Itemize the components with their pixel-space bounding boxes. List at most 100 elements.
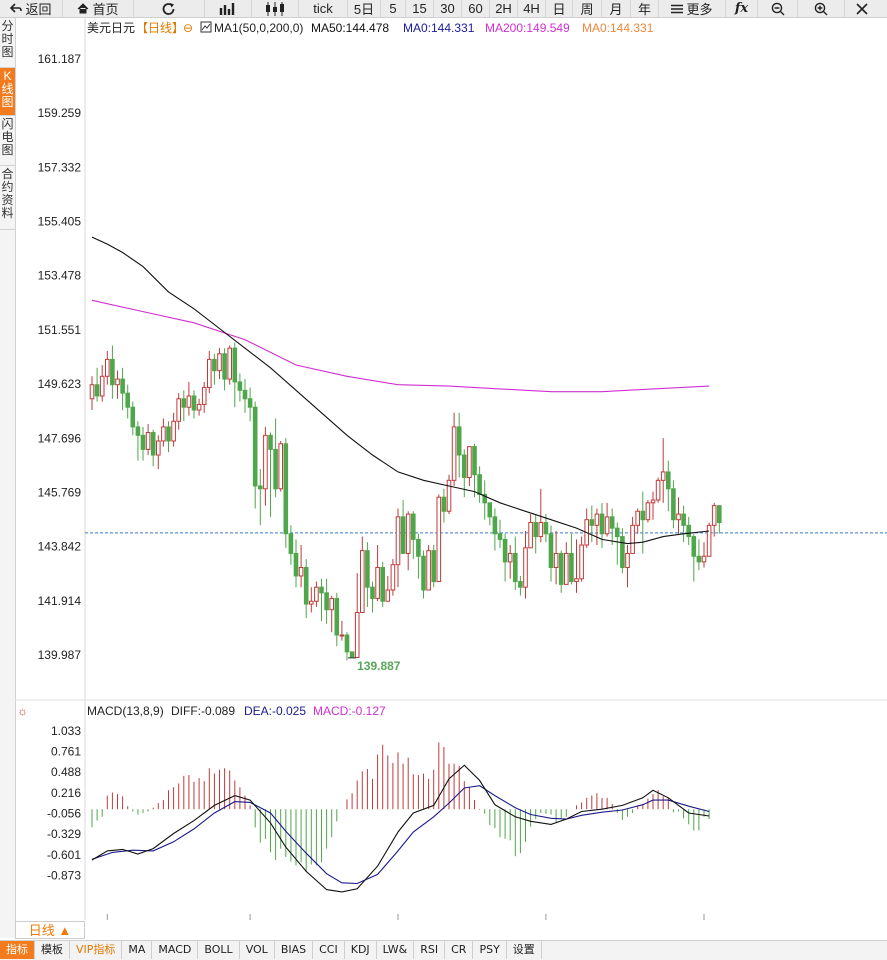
tab-settings[interactable]: 设置 [507,941,542,959]
period-month[interactable]: 月 [602,0,631,17]
candle-up [574,578,579,583]
period-15[interactable]: 15 [406,0,434,17]
macd-y-tick-label: 0.488 [51,765,81,779]
candle-up [676,513,681,521]
candle-down [681,513,686,526]
tab-template[interactable]: 模板 [35,941,70,959]
back-arrow-icon [10,3,23,14]
candle-up [630,524,635,554]
tab-psy[interactable]: PSY [473,941,507,959]
candle-up [161,426,166,442]
period-toggle-icon[interactable]: ⊖ [183,21,193,35]
ma0b-readout: MA0:144.331 [582,21,654,35]
candle-down [237,381,243,391]
home-icon [77,3,89,14]
side-nav-kline[interactable]: K线图 [0,68,15,116]
macd-settings-icon[interactable]: ☼ [17,704,28,718]
tab-kdj[interactable]: KDJ [345,941,377,959]
zoom-out-button[interactable] [758,0,798,17]
candle-up [564,552,569,585]
candle-down [247,398,253,408]
candle-down [462,454,467,479]
candle-up [145,432,151,450]
side-nav-flash[interactable]: 闪电图 [0,116,15,166]
period-5d[interactable]: 5日 [348,0,381,17]
tab-ma[interactable]: MA [122,941,153,959]
candle-down [456,426,462,456]
candlestick-icon [265,1,285,16]
candle-down [416,538,421,557]
tab-rsi[interactable]: RSI [414,941,446,959]
period-year[interactable]: 年 [631,0,659,17]
period-30[interactable]: 30 [434,0,462,17]
y-tick-label: 145.769 [38,485,82,499]
more-button[interactable]: 更多 [659,0,726,17]
zoom-out-icon [771,2,785,16]
candle-down [212,358,217,372]
candle-up [436,496,442,583]
candle-down [666,471,671,490]
period-60[interactable]: 60 [462,0,490,17]
close-button[interactable] [845,0,879,17]
tab-vip-indicator[interactable]: VIP指标 [70,941,123,959]
period-tick[interactable]: tick [299,0,348,17]
macd-dea-readout: DEA:-0.025 [244,704,306,718]
y-tick-label: 149.623 [38,377,82,391]
candle-down [400,516,406,554]
period-2h[interactable]: 2H [490,0,518,17]
tab-boll[interactable]: BOLL [198,941,240,959]
tab-vol[interactable]: VOL [240,941,275,959]
candle-down [431,550,436,583]
candle-up [329,597,334,611]
side-nav-contract[interactable]: 合约资料 [0,166,15,230]
macd-diff-readout: DIFF:-0.089 [171,704,235,718]
candle-up [360,550,365,614]
candle-up [523,547,528,588]
chart-area[interactable]: 美元日元 【日线】 ⊖ MA1(50,0,200,0) MA50:144.478… [15,18,887,920]
candle-down [365,550,370,588]
chart-type-button[interactable] [205,0,252,17]
candle-down [319,586,324,594]
candle-up [426,550,431,591]
period-5[interactable]: 5 [381,0,406,17]
macd-y-tick-label: -0.056 [47,806,81,820]
tab-bias[interactable]: BIAS [275,941,314,959]
macd-y-tick-label: -0.873 [47,868,81,882]
candle-up [701,555,707,563]
candle-up [451,426,457,481]
candle-down [696,555,702,563]
indicator-tab-bar: 指标 模板 VIP指标 MA MACD BOLL VOL BIAS CCI KD… [0,940,887,960]
tab-indicator[interactable]: 指标 [0,941,35,959]
formula-button[interactable]: fx [726,0,758,17]
candle-down [421,555,426,591]
refresh-button[interactable] [134,0,205,17]
candle-down [150,432,156,456]
candle-up [604,516,610,535]
candle-up [227,347,232,380]
back-button[interactable]: 返回 [0,0,63,17]
candle-down [130,406,136,428]
period-select-button[interactable]: 日线 ▲ [15,921,85,939]
home-button[interactable]: 首页 [63,0,134,17]
period-4h[interactable]: 4H [518,0,546,17]
y-tick-label: 157.332 [38,160,82,174]
candle-down [288,533,294,554]
period-day[interactable]: 日 [546,0,573,17]
macd-value-readout: MACD:-0.127 [313,704,386,718]
side-nav-timeshare[interactable]: 分时图 [0,18,15,68]
tab-cci[interactable]: CCI [313,941,345,959]
candle-down [558,552,564,585]
tab-cr[interactable]: CR [445,941,474,959]
candle-up [89,384,95,400]
zoom-in-button[interactable] [798,0,845,17]
tab-lw[interactable]: LW& [377,941,415,959]
tab-macd[interactable]: MACD [152,941,199,959]
indicator-icon[interactable] [200,21,212,33]
candle-down [691,536,697,557]
y-tick-label: 159.259 [38,106,82,120]
candle-up [711,505,717,526]
candle-down [252,406,258,487]
period-week[interactable]: 周 [573,0,602,17]
candle-up [528,522,533,549]
candlestick-button[interactable] [252,0,299,17]
